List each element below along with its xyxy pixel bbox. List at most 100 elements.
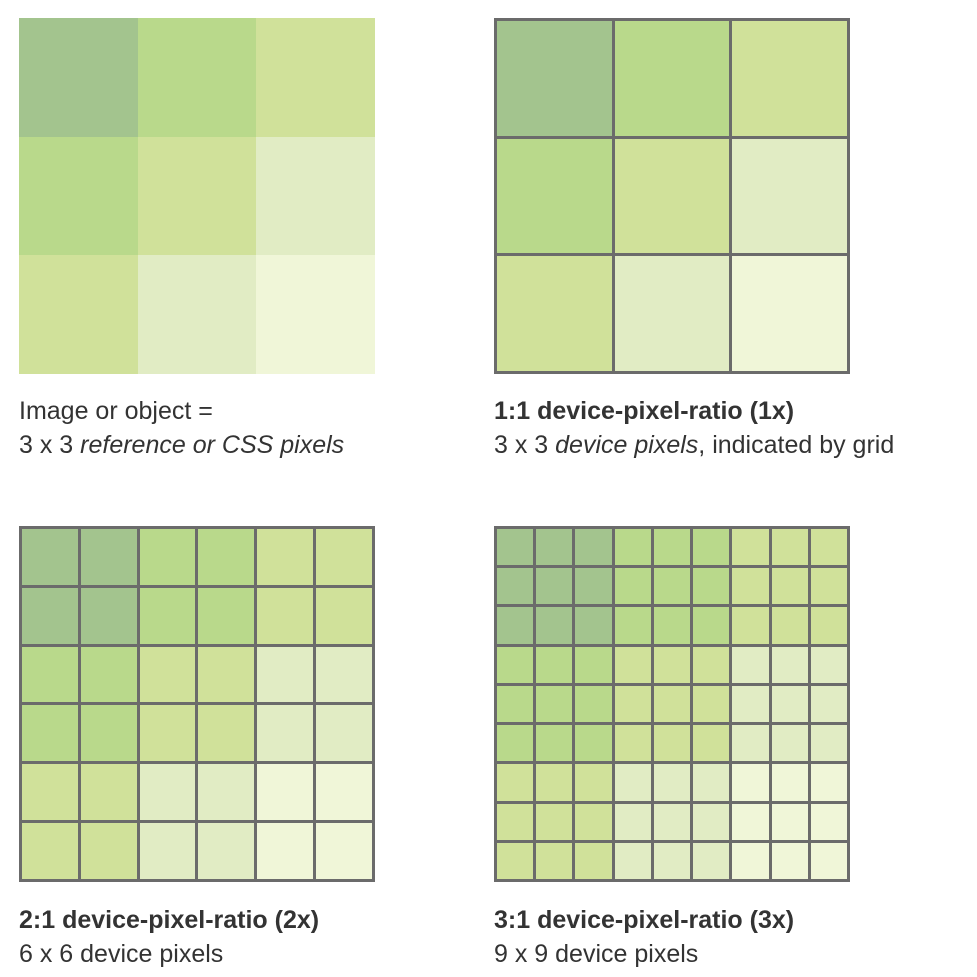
device-pixel — [22, 587, 78, 644]
device-pixel — [22, 705, 78, 762]
device-pixel — [316, 705, 372, 762]
device-pixel — [497, 568, 534, 605]
reference-caption-line2-prefix: 3 x 3 — [19, 431, 81, 459]
device-pixel — [497, 138, 612, 254]
device-pixel — [80, 646, 137, 703]
device-pixel — [575, 646, 612, 683]
ratio-2x-caption-title: 2:1 device-pixel-ratio (2x) — [19, 906, 320, 934]
device-pixel — [575, 842, 612, 879]
device-pixel — [575, 607, 612, 644]
device-pixel — [257, 646, 314, 703]
device-pixel — [693, 529, 730, 566]
device-pixel — [810, 646, 847, 683]
device-pixel — [732, 529, 769, 566]
device-pixel — [137, 136, 257, 256]
reference-pixel-grid — [19, 18, 375, 374]
device-pixel — [771, 764, 808, 801]
device-pixel — [575, 764, 612, 801]
device-pixel — [257, 587, 314, 644]
device-pixel — [653, 725, 691, 762]
device-pixel — [693, 607, 730, 644]
device-pixel — [80, 587, 137, 644]
ratio-3x-caption-title: 3:1 device-pixel-ratio (3x) — [494, 906, 795, 934]
device-pixel — [575, 725, 612, 762]
device-pixel — [497, 764, 534, 801]
ratio-1x-caption-line2-emphasis: device pixels — [555, 431, 699, 459]
ratio-1x-caption-line2: 3 x 3 device pixels, indicated by grid — [494, 428, 894, 462]
device-pixel — [497, 529, 534, 566]
device-pixel — [139, 823, 196, 879]
device-pixel — [316, 823, 372, 879]
device-pixel — [139, 646, 196, 703]
device-pixel — [771, 568, 808, 605]
device-pixel — [575, 803, 612, 840]
device-pixel — [732, 842, 769, 879]
ratio-3x-panel — [494, 526, 850, 882]
device-pixel — [80, 705, 137, 762]
device-pixel — [256, 136, 375, 256]
device-pixel — [732, 607, 769, 644]
device-pixel — [653, 607, 691, 644]
device-pixel — [19, 255, 138, 374]
ratio-3x-caption: 3:1 device-pixel-ratio (3x) 9 x 9 device… — [494, 903, 794, 971]
ratio-1x-caption-line2-suffix: , indicated by grid — [698, 431, 895, 459]
ratio-1x-caption-line2-prefix: 3 x 3 — [494, 431, 556, 459]
device-pixel — [257, 823, 314, 879]
device-pixel — [614, 256, 730, 371]
device-pixel — [575, 685, 612, 723]
device-pixel — [614, 803, 651, 840]
device-pixel — [139, 529, 196, 585]
device-pixel — [497, 646, 534, 683]
device-pixel — [316, 587, 372, 644]
device-pixel — [771, 725, 808, 762]
device-pixel — [575, 568, 612, 605]
device-pixel — [139, 764, 196, 821]
reference-caption: Image or object = 3 x 3 reference or CSS… — [19, 394, 344, 462]
device-pixel — [497, 842, 534, 879]
device-pixel — [575, 529, 612, 566]
device-pixel — [536, 842, 573, 879]
device-pixel — [256, 18, 375, 137]
device-pixel — [810, 803, 847, 840]
device-pixel — [614, 529, 651, 566]
device-pixel — [536, 685, 573, 723]
device-pixel — [732, 568, 769, 605]
device-pixel — [22, 529, 78, 585]
device-pixel — [198, 529, 255, 585]
device-pixel — [732, 256, 847, 371]
device-pixel — [693, 725, 730, 762]
device-pixel — [256, 255, 375, 374]
device-pixel — [139, 587, 196, 644]
device-pixel — [198, 587, 255, 644]
reference-image-panel — [19, 18, 375, 374]
device-pixel — [653, 685, 691, 723]
device-pixel — [198, 705, 255, 762]
device-pixel — [19, 136, 138, 256]
device-pixel — [653, 764, 691, 801]
device-pixel — [257, 764, 314, 821]
device-pixel — [810, 764, 847, 801]
device-pixel — [257, 529, 314, 585]
device-pixel — [653, 803, 691, 840]
ratio-1x-caption: 1:1 device-pixel-ratio (1x) 3 x 3 device… — [494, 394, 894, 462]
device-pixel — [653, 646, 691, 683]
device-pixel — [139, 705, 196, 762]
device-pixel — [771, 607, 808, 644]
device-pixel — [497, 685, 534, 723]
device-pixel — [810, 842, 847, 879]
device-pixel — [614, 568, 651, 605]
device-pixel — [693, 842, 730, 879]
ratio-1x-caption-title: 1:1 device-pixel-ratio (1x) — [494, 397, 795, 425]
device-pixel — [810, 685, 847, 723]
reference-caption-line1: Image or object = — [19, 397, 213, 425]
device-pixel — [198, 764, 255, 821]
reference-caption-line2: 3 x 3 reference or CSS pixels — [19, 428, 344, 462]
device-pixel — [614, 646, 651, 683]
device-pixel — [810, 568, 847, 605]
ratio-2x-panel — [19, 526, 375, 882]
device-pixel — [771, 803, 808, 840]
device-pixel — [257, 705, 314, 762]
device-pixel — [693, 764, 730, 801]
device-pixel — [497, 21, 612, 136]
device-pixel — [536, 529, 573, 566]
